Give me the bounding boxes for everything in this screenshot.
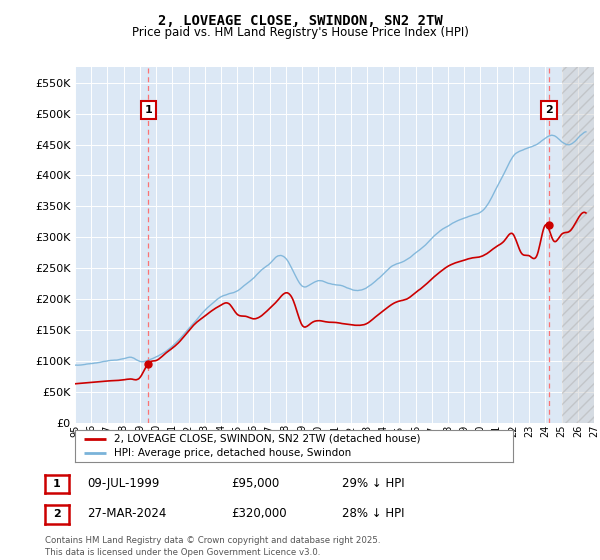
Text: 27-MAR-2024: 27-MAR-2024 [87,507,166,520]
Bar [562,67,594,423]
Text: 1: 1 [53,479,61,489]
Text: 2, LOVEAGE CLOSE, SWINDON, SN2 2TW: 2, LOVEAGE CLOSE, SWINDON, SN2 2TW [158,14,442,28]
Text: Price paid vs. HM Land Registry's House Price Index (HPI): Price paid vs. HM Land Registry's House … [131,26,469,39]
Text: HPI: Average price, detached house, Swindon: HPI: Average price, detached house, Swin… [115,448,352,458]
Text: 09-JUL-1999: 09-JUL-1999 [87,477,160,490]
Text: 28% ↓ HPI: 28% ↓ HPI [342,507,404,520]
Text: 2: 2 [53,510,61,519]
Text: 29% ↓ HPI: 29% ↓ HPI [342,477,404,490]
Text: 2, LOVEAGE CLOSE, SWINDON, SN2 2TW (detached house): 2, LOVEAGE CLOSE, SWINDON, SN2 2TW (deta… [115,433,421,444]
Text: 1: 1 [145,105,152,115]
Text: £95,000: £95,000 [231,477,279,490]
Text: Contains HM Land Registry data © Crown copyright and database right 2025.
This d: Contains HM Land Registry data © Crown c… [45,536,380,557]
Text: 2: 2 [545,105,553,115]
Text: £320,000: £320,000 [231,507,287,520]
